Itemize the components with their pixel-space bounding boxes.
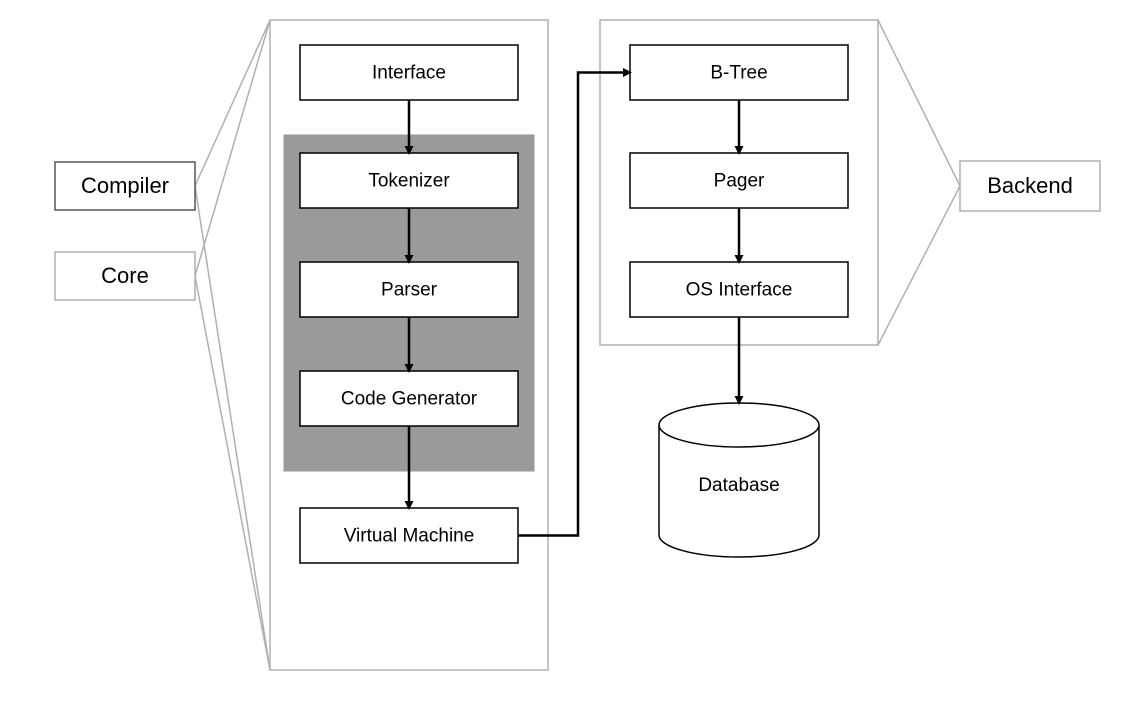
backend-label: Backend: [987, 173, 1073, 198]
os_interface-text: OS Interface: [686, 280, 793, 301]
code_generator-text: Code Generator: [341, 389, 478, 410]
database-text: Database: [698, 475, 779, 496]
connector-line: [195, 20, 270, 276]
arrow-vm-btree: [518, 73, 630, 536]
interface-text: Interface: [372, 63, 446, 84]
core-label: Core: [101, 263, 149, 288]
connector-line: [878, 20, 960, 186]
connector-line: [195, 20, 270, 186]
compiler-label: Compiler: [81, 173, 169, 198]
virtual_machine-text: Virtual Machine: [344, 526, 475, 547]
parser-text: Parser: [381, 280, 438, 301]
tokenizer-text: Tokenizer: [368, 171, 450, 192]
pager-text: Pager: [714, 171, 765, 192]
btree-text: B-Tree: [710, 63, 767, 84]
connector-line: [878, 186, 960, 345]
architecture-diagram: Compiler Core Backend Interface Tokenizer Par…: [0, 0, 1128, 704]
connector-line: [195, 276, 270, 670]
connector-line: [195, 186, 270, 670]
database-top: [659, 403, 819, 447]
